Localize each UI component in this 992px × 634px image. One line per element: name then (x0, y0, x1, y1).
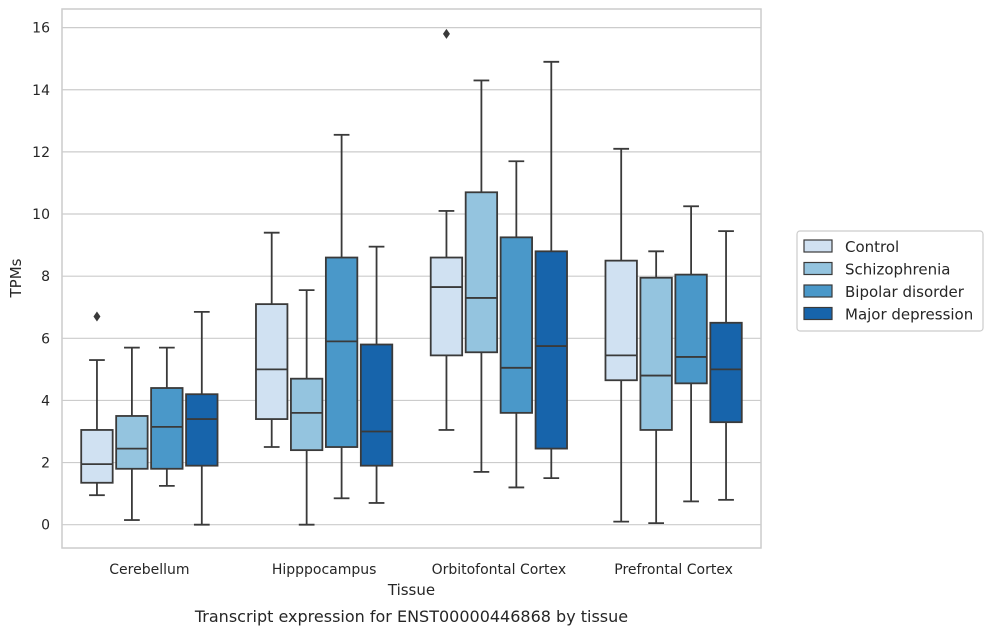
box-iqr (604, 259, 638, 382)
box-major-depression (534, 60, 568, 480)
box-iqr (534, 250, 568, 450)
x-tick-label: Prefrontal Cortex (614, 562, 733, 578)
box-iqr (115, 415, 149, 470)
x-tick-label: Cerebellum (109, 562, 189, 578)
y-tick-label: 0 (41, 518, 50, 534)
box-series (80, 28, 743, 526)
x-tick-label: Orbitofontal Cortex (432, 562, 567, 578)
box-schizophrenia (290, 289, 324, 526)
box-iqr (499, 236, 533, 414)
y-axis-ticks: 0 2 4 6 8 10 12 14 16 (32, 21, 50, 534)
box-control (80, 311, 114, 497)
box-major-depression (709, 230, 743, 501)
legend: Control Schizophrenia Bipolar disorder Majo… (796, 230, 984, 332)
legend-swatch (803, 261, 833, 276)
box-iqr (359, 343, 394, 467)
y-tick-label: 16 (32, 21, 50, 37)
legend-label: Major depression (845, 306, 973, 324)
box-schizophrenia (115, 346, 149, 521)
box-iqr (255, 303, 289, 420)
box-major-depression (185, 310, 219, 526)
box-iqr (185, 393, 219, 467)
box-control (429, 28, 464, 431)
box-control (604, 147, 638, 523)
legend-label: Bipolar disorder (845, 283, 965, 301)
y-tick-label: 12 (32, 145, 50, 161)
y-tick-label: 4 (41, 393, 50, 409)
y-tick-label: 2 (41, 456, 50, 472)
box-bipolar-disorder (499, 160, 533, 489)
box-iqr (464, 191, 499, 354)
box-iqr (429, 256, 464, 357)
y-tick-label: 14 (32, 83, 50, 99)
box-iqr (639, 276, 673, 431)
box-iqr (674, 273, 708, 385)
legend-label: Control (845, 238, 899, 256)
box-major-depression (359, 245, 394, 504)
box-iqr (324, 256, 359, 448)
box-schizophrenia (464, 79, 499, 473)
box-iqr (80, 429, 114, 484)
box-schizophrenia (639, 250, 673, 525)
x-axis-ticks: Cerebellum Hipppocampus Orbitofontal Corte… (109, 562, 733, 578)
x-tick-label: Hipppocampus (272, 562, 377, 578)
legend-swatch (803, 284, 833, 298)
box-control (255, 231, 289, 448)
plot-frame (61, 8, 762, 549)
legend-swatch (803, 306, 833, 321)
y-tick-label: 6 (41, 331, 50, 347)
box-bipolar-disorder (674, 205, 708, 503)
box-iqr (150, 387, 184, 470)
y-axis-label: TPMs (7, 258, 25, 298)
legend-label: Schizophrenia (845, 261, 950, 279)
y-tick-label: 10 (32, 207, 50, 223)
legend-frame (796, 230, 984, 332)
chart-caption: Transcript expression for ENST0000044686… (194, 607, 628, 626)
box-bipolar-disorder (324, 133, 359, 500)
y-tick-label: 8 (41, 269, 50, 285)
box-iqr (709, 321, 743, 424)
box-bipolar-disorder (150, 346, 184, 487)
box-iqr (290, 377, 324, 452)
legend-swatch (803, 239, 833, 253)
outlier-point (442, 28, 450, 39)
outlier-point (93, 311, 101, 322)
x-axis-label: Tissue (387, 581, 435, 599)
